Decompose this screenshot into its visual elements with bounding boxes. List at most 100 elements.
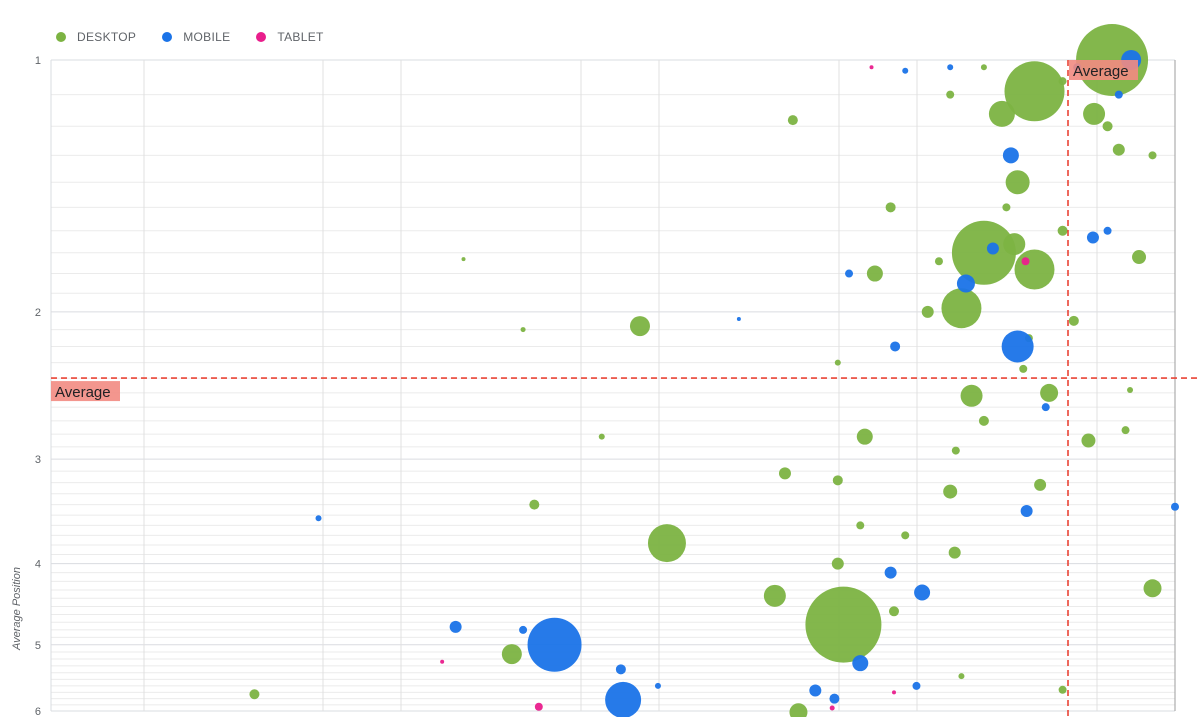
data-point-desktop[interactable] <box>831 557 844 570</box>
data-point-desktop[interactable] <box>1019 364 1028 373</box>
legend-item-mobile[interactable]: MOBILE <box>162 30 230 44</box>
y-tick-label: 1 <box>35 55 41 67</box>
data-point-desktop[interactable] <box>943 484 958 499</box>
data-point-desktop[interactable] <box>1034 478 1047 491</box>
data-point-mobile[interactable] <box>829 693 840 704</box>
data-point-desktop[interactable] <box>1003 233 1026 256</box>
data-point-mobile[interactable] <box>809 684 822 697</box>
data-point-desktop[interactable] <box>988 100 1015 127</box>
data-point-desktop[interactable] <box>1083 102 1106 125</box>
data-point-desktop[interactable] <box>946 90 955 99</box>
data-point-desktop[interactable] <box>501 644 522 665</box>
data-point-desktop[interactable] <box>1068 315 1079 326</box>
data-point-desktop[interactable] <box>901 531 910 540</box>
data-point-mobile[interactable] <box>902 67 909 74</box>
data-point-desktop[interactable] <box>1014 249 1055 290</box>
legend-swatch-tablet <box>256 32 267 42</box>
data-point-tablet[interactable] <box>869 65 874 70</box>
data-point-mobile[interactable] <box>1041 403 1050 412</box>
data-point-tablet[interactable] <box>534 702 543 711</box>
data-point-desktop[interactable] <box>889 606 899 617</box>
data-point-desktop[interactable] <box>1127 386 1134 393</box>
data-point-tablet[interactable] <box>892 690 896 695</box>
data-point-mobile[interactable] <box>615 664 626 675</box>
data-point-mobile[interactable] <box>1002 147 1019 164</box>
data-point-mobile[interactable] <box>914 584 931 601</box>
data-point-mobile[interactable] <box>1001 330 1034 363</box>
data-point-desktop[interactable] <box>921 305 934 318</box>
average-label-vertical: Average <box>1073 63 1129 80</box>
data-point-desktop[interactable] <box>941 288 982 329</box>
data-point-desktop[interactable] <box>1143 579 1162 598</box>
data-point-desktop[interactable] <box>934 257 943 266</box>
data-point-mobile[interactable] <box>947 64 954 71</box>
data-point-mobile[interactable] <box>884 566 897 579</box>
data-point-desktop[interactable] <box>1004 61 1065 122</box>
data-point-desktop[interactable] <box>789 703 808 717</box>
legend-item-desktop[interactable]: DESKTOP <box>56 30 136 44</box>
data-point-desktop[interactable] <box>958 673 965 680</box>
data-point-desktop[interactable] <box>1002 203 1011 212</box>
y-tick-label: 6 <box>35 706 41 717</box>
data-point-mobile[interactable] <box>956 274 975 293</box>
data-point-mobile[interactable] <box>1171 502 1179 511</box>
data-point-mobile[interactable] <box>315 515 322 522</box>
data-point-mobile[interactable] <box>890 341 901 352</box>
data-point-desktop[interactable] <box>1148 151 1157 160</box>
data-point-desktop[interactable] <box>951 220 1016 285</box>
data-point-tablet[interactable] <box>1021 257 1030 266</box>
data-point-desktop[interactable] <box>1121 426 1130 435</box>
data-point-desktop[interactable] <box>1132 250 1147 265</box>
data-point-mobile[interactable] <box>1103 226 1112 235</box>
data-point-desktop[interactable] <box>1058 77 1067 86</box>
data-point-desktop[interactable] <box>520 327 526 333</box>
data-point-desktop[interactable] <box>885 202 896 213</box>
data-point-mobile[interactable] <box>912 681 921 690</box>
data-point-desktop[interactable] <box>948 546 961 559</box>
data-point-tablet[interactable] <box>829 705 835 711</box>
data-point-desktop[interactable] <box>980 64 987 71</box>
data-point-desktop[interactable] <box>1102 121 1113 132</box>
data-point-desktop[interactable] <box>1058 685 1067 694</box>
data-point-desktop[interactable] <box>1057 225 1068 236</box>
average-label-horizontal: Average <box>55 384 111 401</box>
data-point-desktop[interactable] <box>461 257 466 262</box>
data-point-desktop[interactable] <box>778 467 791 480</box>
data-point-mobile[interactable] <box>527 617 582 672</box>
data-point-desktop[interactable] <box>866 265 883 282</box>
data-point-desktop[interactable] <box>787 115 798 126</box>
data-point-desktop[interactable] <box>832 475 843 486</box>
data-point-desktop[interactable] <box>856 521 865 530</box>
data-point-mobile[interactable] <box>736 317 741 322</box>
data-point-desktop[interactable] <box>978 415 989 426</box>
data-point-desktop[interactable] <box>960 384 983 407</box>
data-point-tablet[interactable] <box>440 659 445 664</box>
data-point-desktop[interactable] <box>529 499 540 510</box>
data-point-mobile[interactable] <box>654 682 661 689</box>
data-point-desktop[interactable] <box>805 586 882 663</box>
data-point-desktop[interactable] <box>249 689 260 700</box>
data-point-mobile[interactable] <box>1086 231 1099 244</box>
data-point-mobile[interactable] <box>1114 90 1123 99</box>
data-point-desktop[interactable] <box>1005 170 1030 195</box>
data-point-mobile[interactable] <box>449 620 462 633</box>
data-point-desktop[interactable] <box>1040 383 1059 402</box>
data-point-mobile[interactable] <box>845 269 854 278</box>
data-point-desktop[interactable] <box>1112 143 1125 156</box>
y-tick-label: 3 <box>35 454 41 466</box>
legend-item-tablet[interactable]: TABLET <box>256 30 323 44</box>
data-point-mobile[interactable] <box>1020 504 1033 517</box>
data-point-mobile[interactable] <box>852 655 869 672</box>
data-point-mobile[interactable] <box>986 242 999 255</box>
data-point-desktop[interactable] <box>763 584 786 607</box>
legend-swatch-desktop <box>56 32 66 42</box>
data-point-mobile[interactable] <box>605 681 642 717</box>
data-point-mobile[interactable] <box>519 625 528 634</box>
data-point-desktop[interactable] <box>629 316 650 337</box>
data-point-desktop[interactable] <box>1081 433 1096 448</box>
data-point-desktop[interactable] <box>647 524 686 563</box>
data-point-desktop[interactable] <box>598 433 605 440</box>
data-point-desktop[interactable] <box>951 446 960 455</box>
data-point-desktop[interactable] <box>834 359 841 366</box>
data-point-desktop[interactable] <box>856 428 873 445</box>
